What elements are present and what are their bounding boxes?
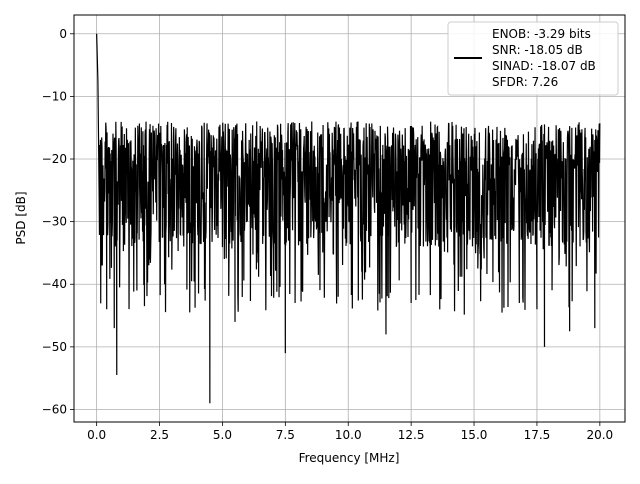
y-tick-label: −30 [42,215,67,229]
legend-line-enob: ENOB: -3.29 bits [492,27,591,41]
y-tick-label: −10 [42,89,67,103]
x-tick-label: 10.0 [335,428,362,442]
legend-box [447,21,619,96]
legend-line-sinad: SINAD: -18.07 dB [492,59,596,73]
x-tick-label: 17.5 [524,428,551,442]
x-tick-label: 12.5 [398,428,425,442]
y-tick-label: −40 [42,277,67,291]
x-tick-label: 5.0 [213,428,232,442]
ticks: 0.0 2.5 5.0 7.5 10.0 12.5 15.0 17.5 20.0 0 −10 −20 −… [42,27,614,442]
x-tick-label: 15.0 [461,428,488,442]
y-tick-label: −60 [42,402,67,416]
x-tick-label: 0.0 [87,428,106,442]
y-tick-label: 0 [59,27,67,41]
psd-series-line [96,33,601,404]
x-tick-label: 2.5 [150,428,169,442]
y-axis-label: PSD [dB] [14,191,28,244]
series-layer [96,33,601,404]
legend: ENOB: -3.29 bits SNR: -18.05 dB SINAD: -… [447,21,619,96]
x-tick-label: 20.0 [586,428,613,442]
y-tick-label: −50 [42,340,67,354]
x-tick-label: 7.5 [276,428,295,442]
x-axis-label: Frequency [MHz] [299,451,400,465]
y-tick-label: −20 [42,152,67,166]
plot-frame [73,14,626,423]
legend-line-sfdr: SFDR: 7.26 [492,75,558,89]
legend-line-snr: SNR: -18.05 dB [492,43,583,57]
